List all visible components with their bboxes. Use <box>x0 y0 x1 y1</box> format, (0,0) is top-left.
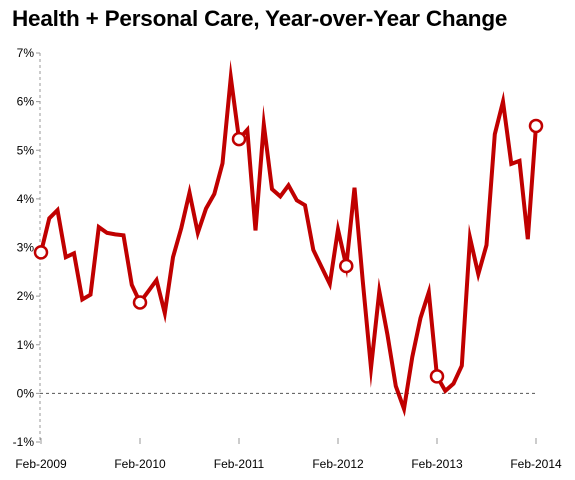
x-tick-label: Feb-2011 <box>214 457 265 471</box>
data-point-marker <box>231 131 247 147</box>
series-line <box>39 59 538 417</box>
y-tick-label: 6% <box>17 95 35 109</box>
x-tick-label: Feb-2014 <box>510 457 562 471</box>
data-point-marker <box>33 245 49 260</box>
x-tick-label: Feb-2009 <box>15 457 67 471</box>
y-tick-label: 3% <box>17 241 35 255</box>
y-tick-label: 2% <box>17 289 35 303</box>
y-tick-label: 7% <box>17 46 35 60</box>
data-point-marker <box>339 258 354 274</box>
data-point-marker <box>132 295 148 310</box>
y-tick-label: -1% <box>13 435 35 449</box>
data-point-marker <box>528 118 544 134</box>
chart-title: Health + Personal Care, Year-over-Year C… <box>12 6 508 31</box>
y-tick-label: 4% <box>17 192 35 206</box>
x-tick-label: Feb-2012 <box>312 457 364 471</box>
x-tick-label: Feb-2013 <box>411 457 463 471</box>
y-tick-label: 5% <box>17 143 35 157</box>
y-tick-label: 0% <box>17 386 35 400</box>
x-tick-label: Feb-2010 <box>114 457 166 471</box>
data-point-marker <box>429 369 445 384</box>
y-tick-label: 1% <box>17 338 35 352</box>
